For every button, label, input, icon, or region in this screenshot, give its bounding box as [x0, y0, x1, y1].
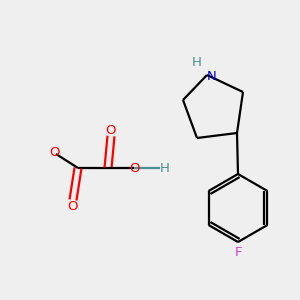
Text: O: O [129, 161, 139, 175]
Text: O: O [50, 146, 60, 158]
Text: N: N [207, 70, 217, 83]
Text: O: O [106, 124, 116, 136]
Text: O: O [68, 200, 78, 212]
Text: H: H [192, 56, 202, 70]
Text: F: F [234, 245, 242, 259]
Text: H: H [160, 161, 170, 175]
